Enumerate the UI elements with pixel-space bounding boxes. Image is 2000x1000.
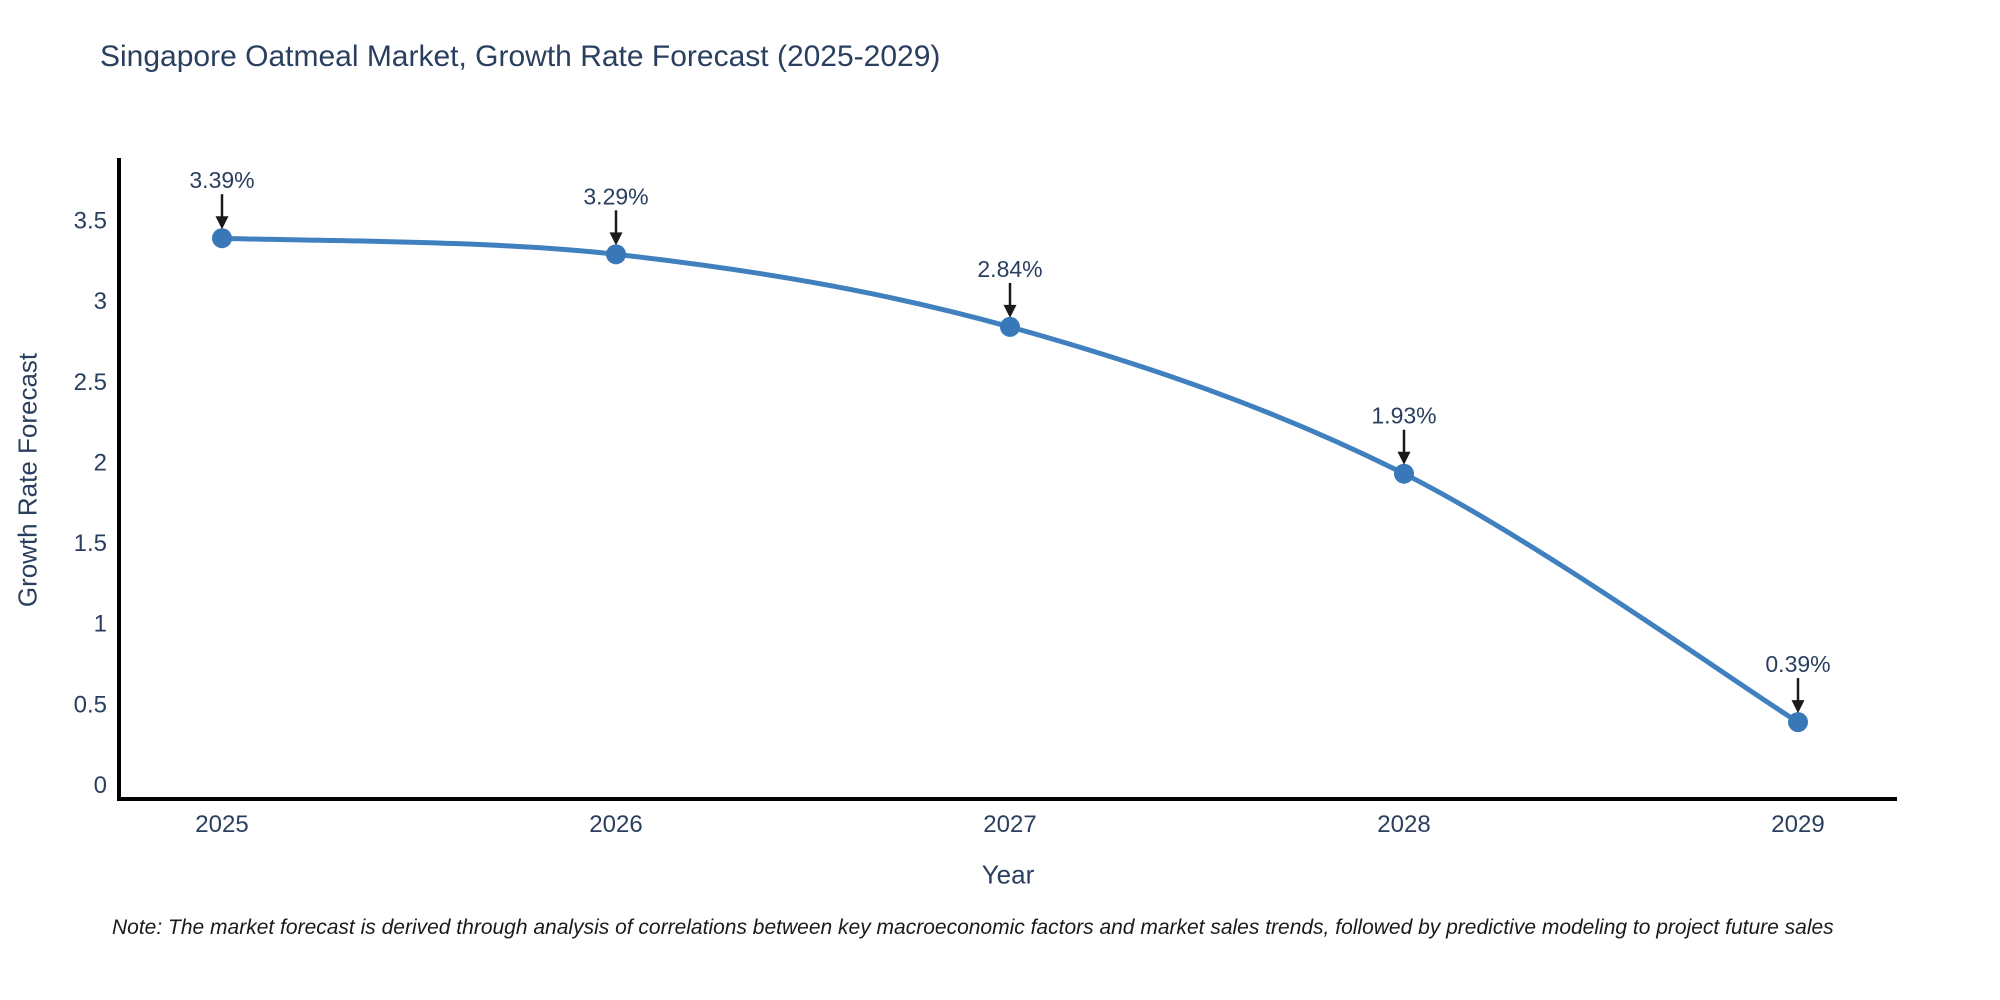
- x-tick-label: 2028: [1377, 811, 1430, 838]
- annotation-arrow-head: [1397, 451, 1411, 465]
- data-point-label: 1.93%: [1371, 403, 1436, 429]
- annotation-arrow-head: [1003, 304, 1017, 318]
- data-point-label: 0.39%: [1765, 651, 1830, 677]
- x-tick-label: 2026: [589, 811, 642, 838]
- annotation-arrow-head: [215, 216, 229, 230]
- x-tick-label: 2027: [983, 811, 1036, 838]
- y-tick-label: 3.5: [74, 207, 107, 234]
- data-point-marker[interactable]: [1000, 316, 1020, 337]
- y-tick-label: 2: [94, 449, 107, 476]
- data-point-marker[interactable]: [1788, 712, 1808, 733]
- chart-title: Singapore Oatmeal Market, Growth Rate Fo…: [100, 40, 941, 73]
- y-tick-label: 2.5: [74, 369, 107, 396]
- data-point-marker[interactable]: [606, 244, 626, 265]
- y-tick-label: 0: [94, 772, 107, 799]
- y-tick-label: 1.5: [74, 530, 107, 557]
- data-point-label: 3.39%: [189, 167, 254, 193]
- y-tick-label: 1: [94, 611, 107, 638]
- y-tick-label: 3: [94, 288, 107, 315]
- x-tick-label: 2029: [1771, 811, 1824, 838]
- data-point-marker[interactable]: [1394, 463, 1414, 484]
- data-point-marker[interactable]: [212, 228, 232, 249]
- x-tick-label: 2025: [195, 811, 248, 838]
- y-tick-label: 0.5: [74, 691, 107, 718]
- data-point-label: 3.29%: [583, 183, 648, 209]
- y-axis-title: Growth Rate Forecast: [12, 352, 43, 608]
- data-point-label: 2.84%: [977, 256, 1042, 282]
- x-axis-title: Year: [981, 859, 1035, 890]
- annotation-arrow-head: [1791, 700, 1805, 714]
- footnote: Note: The market forecast is derived thr…: [112, 916, 1834, 939]
- annotation-arrow-head: [609, 232, 623, 246]
